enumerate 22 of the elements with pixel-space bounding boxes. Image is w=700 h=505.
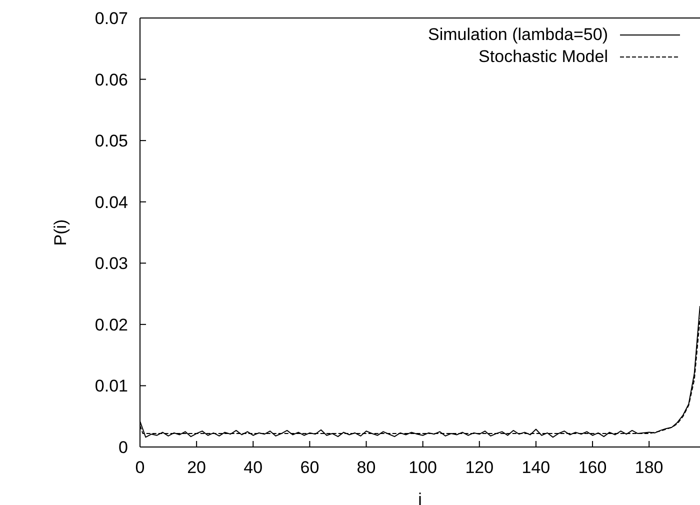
legend-label: Simulation (lambda=50) [428,24,608,46]
x-tick-label: 0 [135,458,145,478]
x-axis-title: i [418,490,422,505]
legend-label: Stochastic Model [478,46,608,68]
x-tick-label: 140 [522,458,550,478]
x-tick-label: 100 [408,458,438,478]
y-tick-label: 0.07 [94,9,128,28]
y-tick-label: 0.01 [94,376,128,396]
y-tick-label: 0.02 [94,315,128,334]
y-tick-label: 0 [118,438,128,458]
x-tick-label: 80 [356,458,376,478]
x-tick-label: 120 [465,458,494,478]
y-tick-label: 0.03 [94,254,128,274]
y-tick-label: 0.06 [94,70,128,90]
x-tick-label: 180 [634,458,664,478]
y-axis-title: P(i) [51,219,70,246]
x-tick-label: 160 [578,458,607,478]
x-tick-label: 40 [244,458,263,478]
x-tick-label: 20 [187,458,206,478]
y-tick-label: 0.05 [94,132,128,151]
y-tick-label: 0.04 [94,192,128,212]
x-tick-label: 60 [300,458,320,478]
